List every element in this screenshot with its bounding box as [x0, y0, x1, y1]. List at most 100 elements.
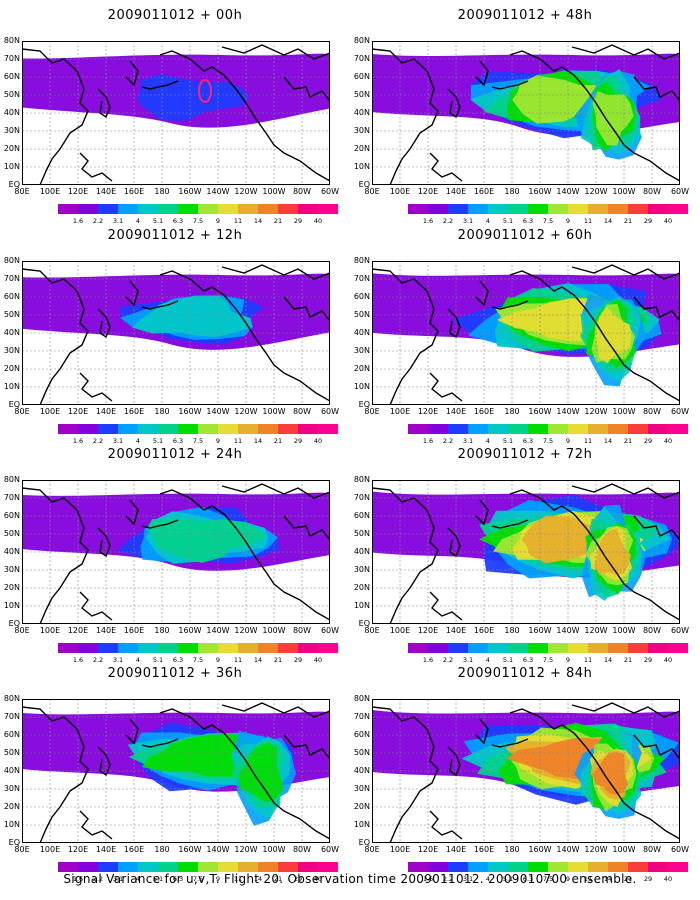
colorbar-label: 29 [293, 875, 303, 883]
colorbar-label: 29 [293, 437, 303, 445]
colorbar-label: 29 [643, 875, 653, 883]
colorbar-label: 3.1 [462, 656, 474, 664]
longitude-label: 80W [292, 845, 312, 854]
latitude-label: 70N [3, 712, 20, 721]
colorbar-swatch [318, 862, 338, 872]
colorbar-label: 7.5 [192, 217, 204, 225]
longitude-label: 100E [389, 187, 411, 196]
longitude-label: 100W [262, 626, 286, 635]
colorbar-label: 3.1 [112, 217, 124, 225]
colorbar-label: 11 [583, 437, 593, 445]
latitude-label: 30N [3, 565, 20, 574]
colorbar-label: 4 [485, 437, 491, 445]
colorbar-label: 4 [485, 875, 491, 883]
longitude-label: 100W [612, 845, 636, 854]
colorbar-label: 40 [663, 217, 673, 225]
panel-title: 2009011012 + 84h [457, 666, 593, 681]
longitude-label: 80W [292, 187, 312, 196]
colorbar-swatch [298, 424, 318, 434]
colorbar-swatch [428, 204, 448, 214]
longitude-label: 60W [670, 187, 690, 196]
colorbar-label: 29 [293, 217, 303, 225]
colorbar-label: 5.1 [502, 217, 514, 225]
latitude-label: EQ [358, 619, 370, 628]
colorbar-label: 7.5 [542, 656, 554, 664]
latitude-label: 40N [353, 766, 370, 775]
colorbar-swatch [528, 643, 548, 653]
longitude-label: 120E [67, 187, 89, 196]
latitude-label: 80N [3, 256, 20, 265]
latitude-label: 40N [3, 328, 20, 337]
colorbar-swatch [528, 424, 548, 434]
colorbar-swatch [568, 424, 588, 434]
colorbar-swatch [588, 643, 608, 653]
longitude-label: 80E [14, 626, 30, 635]
latitude-label: 40N [3, 108, 20, 117]
latitude-label: 50N [353, 90, 370, 99]
colorbar-label: 40 [663, 437, 673, 445]
colorbar-swatch [628, 643, 648, 653]
forecast-panel: 2009011012 + 00h 80N 70N 60N 50N 40N 30N 20N 10N… [0, 8, 350, 226]
longitude-label: 100E [389, 407, 411, 416]
longitude-label: 140W [206, 187, 230, 196]
longitude-label: 80W [292, 407, 312, 416]
latitude-label: 70N [353, 493, 370, 502]
latitude-label: 10N [353, 601, 370, 610]
longitude-label: 160E [473, 626, 495, 635]
colorbar-swatch [428, 643, 448, 653]
latitude-label: 10N [353, 382, 370, 391]
colorbar-label: 7.5 [542, 875, 554, 883]
panel-title: 2009011012 + 36h [107, 666, 243, 681]
colorbar-label: 14 [253, 656, 263, 664]
colorbar-swatch [198, 862, 218, 872]
colorbar-swatch [668, 204, 688, 214]
map-frame: 80N 70N 60N 50N 40N 30N 20N 10N EQ [4, 695, 330, 847]
colorbar-swatch [318, 424, 338, 434]
colorbar-label: 11 [233, 656, 243, 664]
colorbar-label: 5.1 [152, 437, 164, 445]
colorbar-swatch [408, 424, 428, 434]
latitude-label: EQ [358, 400, 370, 409]
longitude-label: 160W [178, 845, 202, 854]
colorbar-swatch [468, 204, 488, 214]
colorbar-swatch [648, 204, 668, 214]
colorbar-label: 29 [643, 217, 653, 225]
colorbar-swatch [318, 643, 338, 653]
colorbar-swatch [668, 862, 688, 872]
colorbar-swatch [428, 862, 448, 872]
colorbar-swatch [298, 862, 318, 872]
colorbar-label: 3.1 [462, 217, 474, 225]
longitude-label: 60W [320, 187, 340, 196]
colorbar-swatch [628, 204, 648, 214]
colorbar-swatch [198, 204, 218, 214]
longitude-label: 180 [504, 626, 520, 635]
colorbar-label: 9 [215, 217, 221, 225]
latitude-label: 50N [3, 90, 20, 99]
latitude-label: 30N [3, 126, 20, 135]
longitude-label: 60W [670, 626, 690, 635]
longitude-label: 140W [206, 626, 230, 635]
longitude-label: 120W [234, 407, 258, 416]
latitude-label: 30N [353, 784, 370, 793]
colorbar-label: 2.2 [92, 217, 104, 225]
longitude-label: 120E [417, 845, 439, 854]
colorbar [58, 204, 338, 214]
colorbar-label: 6.3 [172, 437, 184, 445]
colorbar-label: 29 [643, 437, 653, 445]
longitude-label: 180 [154, 626, 170, 635]
variance-map [372, 699, 680, 843]
colorbar-swatch [278, 424, 298, 434]
longitude-label: 160E [473, 187, 495, 196]
colorbar-label: 1.6 [72, 875, 84, 883]
forecast-panel: 2009011012 + 72h 80N 70N 60N 50N 40N 30N 20N 10N… [350, 447, 700, 665]
colorbar-label: 40 [663, 875, 673, 883]
colorbar-swatch [138, 862, 158, 872]
colorbar-label: 11 [233, 875, 243, 883]
longitude-label: 120W [234, 187, 258, 196]
latitude-label: 60N [3, 72, 20, 81]
colorbar-label: 9 [565, 217, 571, 225]
colorbar-label: 14 [603, 217, 613, 225]
latitude-label: 10N [353, 820, 370, 829]
longitude-label: 140E [95, 407, 117, 416]
variance-map [22, 261, 330, 405]
